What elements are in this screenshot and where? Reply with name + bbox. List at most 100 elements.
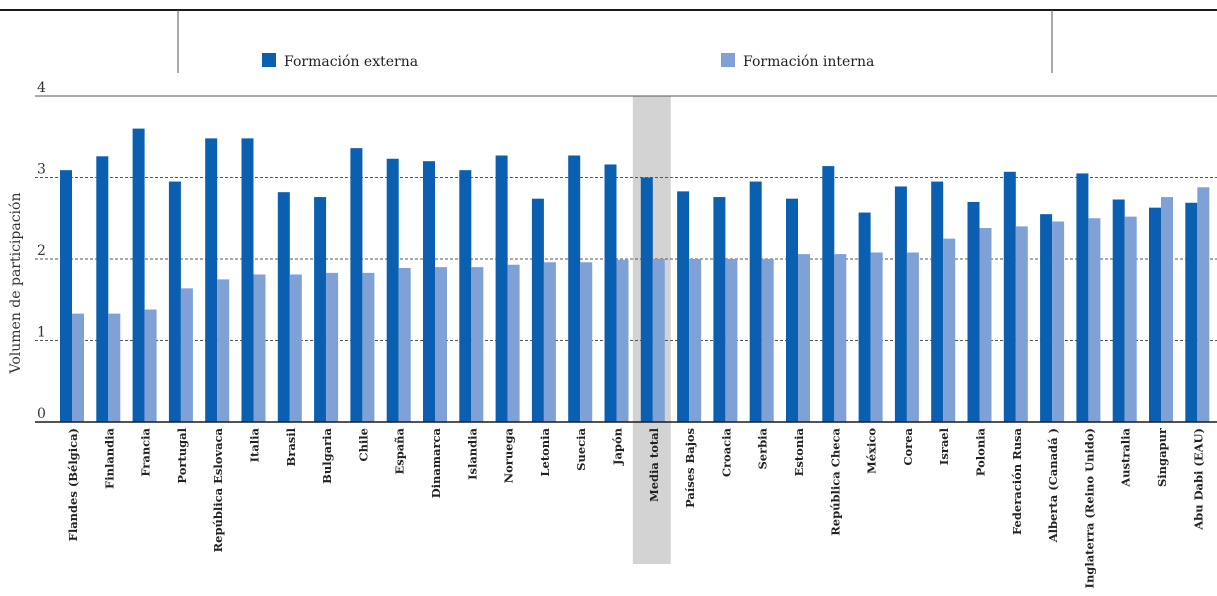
- bar-external: [967, 201, 980, 422]
- bar-external: [1149, 207, 1161, 422]
- bar-internal: [289, 274, 302, 422]
- bar-external: [1112, 199, 1125, 422]
- category-label: República Checa: [828, 427, 842, 535]
- y-tick-label: 1: [37, 325, 46, 341]
- bar-internal: [253, 274, 266, 422]
- category-label: Portugal: [175, 427, 189, 483]
- bar-internal: [1015, 226, 1028, 422]
- category-label: Abu Dabi (EAU): [1191, 428, 1205, 531]
- bar-external: [386, 158, 399, 422]
- category-label: España: [393, 427, 407, 474]
- category-label: Estonia: [792, 427, 806, 476]
- category-label: Suecia: [574, 427, 588, 470]
- bar-external: [894, 186, 907, 422]
- bar-external: [604, 164, 617, 422]
- bar-internal: [652, 259, 665, 422]
- category-label: Islandia: [465, 427, 479, 479]
- bar-internal: [761, 259, 774, 422]
- category-labels: Flandes (Bélgica) Finlandia Francia Portuga…: [66, 427, 1205, 588]
- bar-internal: [979, 228, 992, 422]
- bar-external: [786, 198, 798, 422]
- y-tick-labels: 0 1 2 3 4: [37, 80, 46, 422]
- bar-external: [931, 181, 944, 422]
- category-label: Media total: [647, 427, 661, 502]
- bar-external: [350, 148, 363, 422]
- category-label: Corea: [901, 427, 915, 465]
- category-label: Chile: [356, 428, 370, 462]
- category-label: Japón: [611, 427, 625, 466]
- y-tick-label: 2: [37, 243, 46, 259]
- bar-external: [132, 128, 145, 422]
- bar-internal: [725, 259, 738, 422]
- category-label: Federación Rusa: [1010, 427, 1024, 535]
- bar-external: [568, 155, 581, 422]
- category-label: Italia: [248, 427, 262, 462]
- legend-swatch-external: [262, 53, 276, 67]
- bar-external: [205, 138, 218, 422]
- category-label: Noruega: [502, 427, 516, 483]
- bar-external: [749, 181, 762, 422]
- bar-internal: [326, 272, 339, 422]
- bar-external: [1003, 171, 1016, 422]
- bar-internal: [108, 313, 121, 422]
- bar-internal: [943, 238, 956, 422]
- bar-external: [713, 197, 726, 422]
- bar-external: [640, 177, 653, 422]
- category-label: República Eslovaca: [211, 427, 225, 552]
- bar-internal: [798, 254, 810, 422]
- bar-external: [1040, 214, 1053, 422]
- category-label: Croacia: [719, 427, 733, 477]
- bar-external: [495, 155, 508, 422]
- bar-internal: [180, 288, 193, 422]
- category-label: Israel: [937, 427, 951, 465]
- y-tick-label: 3: [37, 162, 46, 178]
- bar-internal: [507, 264, 520, 422]
- bar-external: [677, 191, 690, 422]
- category-label: Alberta (Canadá ): [1046, 428, 1060, 543]
- bar-internal: [1161, 197, 1173, 422]
- bar-external: [531, 198, 544, 422]
- bar-internal: [435, 267, 447, 422]
- bar-internal: [1088, 218, 1101, 422]
- category-label: Singapur: [1155, 427, 1169, 487]
- legend-label-internal: Formación interna: [743, 54, 874, 70]
- category-label: Dinamarca: [429, 427, 443, 498]
- bar-internal: [543, 262, 556, 422]
- category-label: Australia: [1119, 427, 1133, 487]
- bar-internal: [834, 254, 847, 422]
- bar-internal: [1052, 221, 1065, 422]
- bar-external: [241, 138, 254, 422]
- y-tick-label: 0: [37, 406, 46, 422]
- category-label: Bulgaria: [320, 427, 334, 483]
- category-label: Flandes (Bélgica): [66, 428, 80, 541]
- bar-internal: [72, 313, 84, 422]
- bar-internal: [580, 262, 593, 422]
- bar-internal: [1197, 187, 1210, 422]
- bar-external: [858, 212, 871, 422]
- category-label: Brasil: [284, 427, 298, 466]
- bars-layer: [60, 128, 1210, 422]
- bar-internal: [362, 272, 375, 422]
- bar-internal: [1124, 216, 1137, 422]
- bar-external: [314, 197, 327, 422]
- category-label: Polonia: [974, 427, 988, 476]
- bar-internal: [217, 279, 230, 422]
- bar-internal: [689, 259, 702, 422]
- bar-internal: [616, 259, 629, 422]
- bar-internal: [398, 267, 411, 422]
- bar-external: [822, 166, 835, 422]
- y-axis-title: Volumen de participación: [8, 193, 24, 375]
- legend-label-external: Formación externa: [284, 54, 418, 70]
- bar-internal: [144, 309, 157, 422]
- category-label: Inglaterra (Reino Unido): [1082, 428, 1096, 588]
- legend-swatch-internal: [721, 53, 735, 67]
- category-label: Letonia: [538, 427, 552, 476]
- bar-internal: [870, 252, 883, 422]
- category-label: Serbia: [756, 427, 770, 469]
- category-label: Países Bajos: [683, 428, 697, 508]
- category-label: México: [865, 428, 879, 474]
- category-label: Francia: [139, 427, 153, 476]
- bar-external: [60, 170, 72, 422]
- bar-external: [423, 161, 435, 422]
